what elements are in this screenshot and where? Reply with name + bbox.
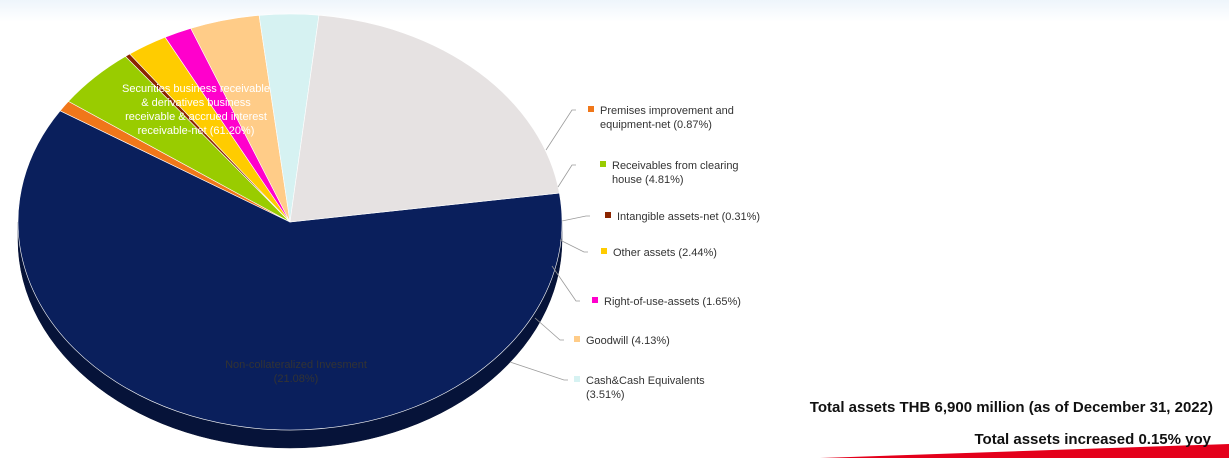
total-assets-text: Total assets THB 6,900 million (as of De… [809,399,1213,416]
legend-marker [600,161,606,167]
outer-label-text: Other assets (2.44%) [613,247,717,259]
leader-line [509,361,568,381]
outer-label-goodwill: Goodwill (4.13%) [534,317,670,347]
outer-label-text: Goodwill (4.13%) [586,335,670,347]
leader-line [559,239,588,253]
leader-line [557,164,576,188]
outer-label-text: Cash&Cash Equivalents (3.51%) [586,375,705,401]
outer-label-text: Premises improvement and equipment-net (0… [600,105,734,131]
total-change-text: Total assets increased 0.15% yoy [974,431,1211,448]
pie-slice-non-collateralized-invesment [289,14,560,223]
outer-label-text: Intangible assets-net (0.31%) [617,211,760,223]
bottom-decoration [820,444,1229,458]
outer-label-intangible-assets-net: Intangible assets-net (0.31%) [561,211,760,223]
outer-label-receivables-from-clearing-house: Receivables from clearing house (4.81%) [557,160,739,188]
legend-marker [588,106,594,112]
outer-label-premises-improvement-and-equipment-net: Premises improvement and equipment-net (0… [545,105,734,151]
outer-label-cash-and-cash-equivalents: Cash&Cash Equivalents (3.51%) [509,361,705,401]
leader-line [551,265,580,302]
inner-label-securities-business-receivable-and-derivatives-business-receivable-and-accrued-interest-receivable-net: Securities business receivable & derivati… [122,83,270,137]
legend-marker [592,297,598,303]
pie-slice-securities-business-receivable-and-derivatives-business-receivable-and-accrued-interest-receivable-net [17,110,563,431]
leader-line [561,215,590,222]
outer-label-text: Receivables from clearing house (4.81%) [612,160,739,186]
leader-line [545,109,576,151]
legend-marker [601,248,607,254]
outer-label-other-assets: Other assets (2.44%) [559,239,717,259]
inner-label-non-collateralized-invesment: Non-collateralized Invesment (21.08%) [225,359,367,385]
outer-label-right-of-use-assets: Right-of-use-assets (1.65%) [551,265,741,308]
outer-label-text: Right-of-use-assets (1.65%) [604,296,741,308]
legend-marker [574,336,580,342]
legend-marker [605,212,611,218]
legend-marker [574,376,580,382]
leader-line [534,317,564,341]
